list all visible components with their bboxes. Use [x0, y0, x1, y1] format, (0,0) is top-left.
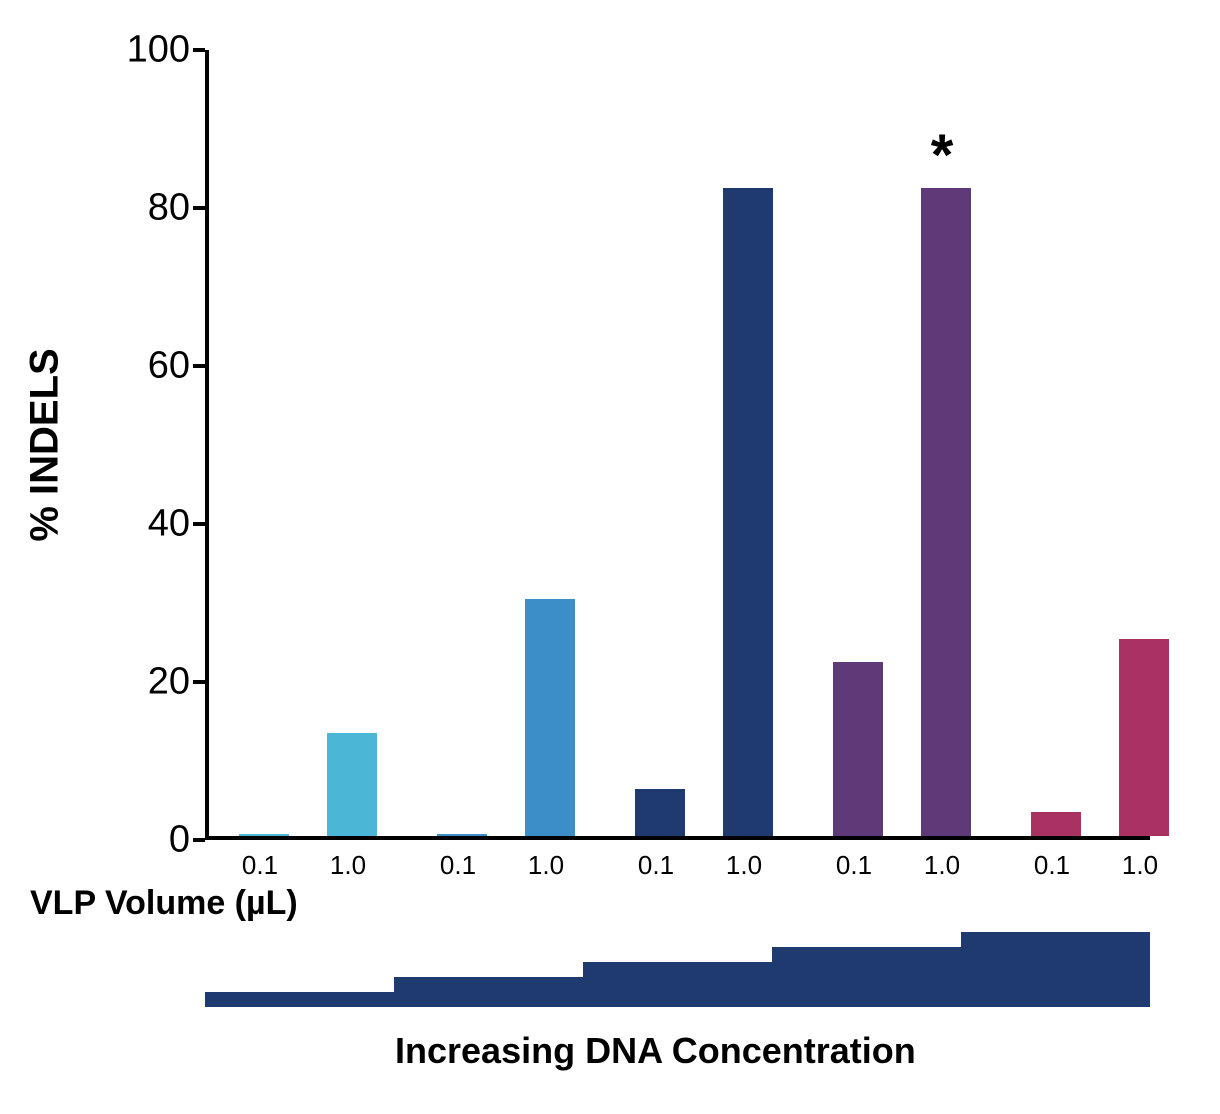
x-tick-label: 1.0: [330, 850, 366, 881]
y-tick: [193, 680, 205, 684]
y-tick-label: 20: [70, 661, 190, 704]
significance-marker: *: [931, 122, 954, 189]
y-tick: [193, 48, 205, 52]
step-indicator-level: [394, 977, 1150, 992]
bar: [327, 733, 377, 836]
y-tick-label: 100: [70, 29, 190, 72]
vlp-volume-label: VLP Volume (µL): [30, 884, 298, 923]
y-tick: [193, 522, 205, 526]
bar: [833, 662, 883, 836]
bar: [1119, 639, 1169, 837]
step-indicator-level: [583, 962, 1150, 977]
x-tick-label: 1.0: [924, 850, 960, 881]
step-indicator-level: [961, 932, 1150, 947]
bar: [1031, 812, 1081, 836]
y-tick-label: 60: [70, 345, 190, 388]
increasing-dna-label: Increasing DNA Concentration: [395, 1030, 916, 1072]
chart-container: % INDELS VLP Volume (µL) Increasing DNA …: [30, 30, 1190, 1084]
bar: [921, 188, 971, 836]
bar: [525, 599, 575, 836]
y-tick: [193, 838, 205, 842]
bar: [723, 188, 773, 836]
x-tick-label: 0.1: [242, 850, 278, 881]
step-indicator-level: [205, 992, 1150, 1007]
x-tick-label: 0.1: [836, 850, 872, 881]
x-tick-label: 1.0: [1122, 850, 1158, 881]
bar: [239, 834, 289, 836]
y-axis-label: % INDELS: [23, 348, 68, 541]
bar: [437, 834, 487, 836]
y-tick-label: 80: [70, 187, 190, 230]
x-tick-label: 0.1: [638, 850, 674, 881]
y-tick: [193, 206, 205, 210]
x-tick-label: 0.1: [440, 850, 476, 881]
y-tick: [193, 364, 205, 368]
y-tick-label: 40: [70, 503, 190, 546]
plot-area: [205, 50, 1150, 840]
x-tick-label: 1.0: [528, 850, 564, 881]
y-tick-label: 0: [70, 819, 190, 862]
x-tick-label: 1.0: [726, 850, 762, 881]
step-indicator-level: [772, 947, 1150, 962]
x-tick-label: 0.1: [1034, 850, 1070, 881]
bar: [635, 789, 685, 836]
